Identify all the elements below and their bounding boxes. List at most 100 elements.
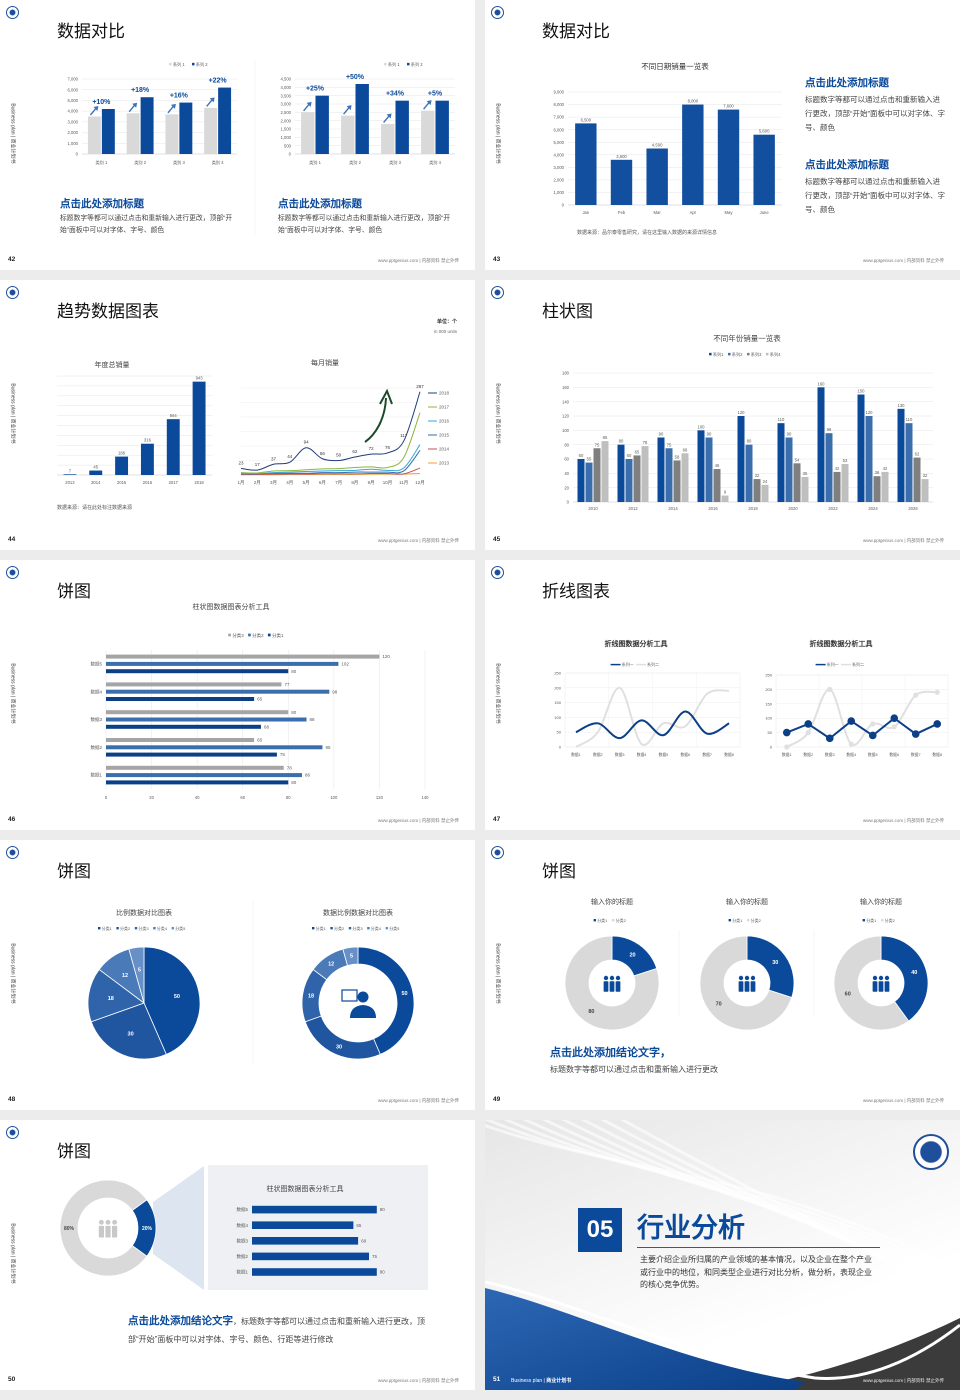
- bar: [873, 476, 881, 502]
- data-point: [827, 686, 833, 692]
- y-tick-label: 180: [562, 371, 570, 376]
- legend-label: 分类3: [352, 925, 363, 931]
- legend-swatch: [116, 927, 119, 930]
- data-label: 78: [287, 765, 293, 770]
- data-label: 58: [675, 454, 680, 459]
- growth-arrow-icon: [167, 103, 176, 114]
- series-line: [240, 391, 421, 471]
- page-number: 49: [493, 1096, 501, 1103]
- bar: [435, 100, 449, 154]
- data-point: [804, 720, 813, 728]
- bar: [801, 476, 809, 502]
- bar: [761, 484, 769, 502]
- person-body: [609, 980, 615, 993]
- x-tick-label: June: [760, 210, 770, 215]
- x-tick-label: 2015: [117, 480, 127, 485]
- slide-50[interactable]: Business plan | 商业计划书 饼图 20% 80% 柱状图数据图表分析…: [0, 1120, 475, 1390]
- bar: [106, 710, 289, 715]
- y-tick-label: 1,000: [281, 135, 292, 140]
- slide-48[interactable]: Business plan | 商业计划书 饼图 比例数据对比图表 分类1 分类2 分…: [0, 840, 475, 1110]
- slide-47[interactable]: Business plan | 商业计划书 折线图表 折线图数据分析工具 系列一系…: [485, 560, 960, 830]
- bar-chart: 不同日期销量一览表 0 1,000 2,000 3,000 4,000 5,000 6,000…: [554, 61, 782, 215]
- data-label: 95: [325, 745, 331, 750]
- slice-label: 60: [845, 992, 851, 998]
- bar: [817, 387, 825, 502]
- bar: [341, 115, 355, 154]
- bar: [881, 471, 889, 502]
- legend-swatch: [248, 633, 251, 637]
- data-point: [805, 730, 811, 736]
- bar: [395, 100, 409, 154]
- data-label: 65: [356, 1223, 362, 1228]
- university-logo-icon: [6, 846, 19, 859]
- legend-swatch: [765, 352, 769, 356]
- bar: [140, 443, 154, 475]
- data-label: 943: [196, 376, 204, 381]
- person-body: [884, 980, 890, 993]
- legend-swatch: [385, 927, 388, 930]
- slide-42[interactable]: Business plan | 商业计划书 数据对比 0 1,000 2,000 3,…: [0, 0, 475, 270]
- series-line: [575, 686, 730, 748]
- y-tick-label: 7,000: [68, 77, 79, 82]
- series-line: [241, 473, 421, 476]
- slice-label: 40: [911, 970, 917, 976]
- legend-swatch: [881, 919, 884, 922]
- legend-label: 分类2: [885, 917, 896, 923]
- growth-label: +16%: [170, 93, 189, 100]
- data-label: 75: [595, 442, 600, 447]
- growth-arrow-icon: [206, 97, 215, 107]
- bar: [657, 437, 665, 502]
- y-tick-label: 2,000: [281, 118, 292, 123]
- data-label: 62: [915, 452, 920, 457]
- bar: [921, 479, 929, 502]
- person-head: [112, 1219, 118, 1225]
- x-tick-label: 类别 4: [429, 159, 442, 166]
- data-label: 68: [264, 724, 270, 729]
- footer-text: www.pptgenius.com | 内部资料 禁止外传: [378, 538, 459, 543]
- x-tick-label: 数据4: [637, 752, 647, 757]
- slide-44[interactable]: Business plan | 商业计划书 趋势数据图表 单位：个 in 000…: [0, 280, 475, 550]
- legend-swatch: [169, 62, 172, 66]
- legend-label: 系列一: [622, 661, 634, 667]
- data-label: 78: [643, 440, 648, 445]
- slide-49[interactable]: Business plan | 商业计划书 饼图 输入你的标题 分类1 分类2 20 8…: [485, 840, 960, 1110]
- slide-43[interactable]: Business plan | 商业计划书 数据对比 不同日期销量一览表 0 1,0…: [485, 0, 960, 270]
- bar-charts: 0 1,000 2,000 3,000 4,000 5,000 6,000 7,000 类别 1…: [68, 60, 455, 235]
- chart-title: 比例数据对比图表: [116, 908, 172, 917]
- data-label: 56: [320, 451, 326, 456]
- x-tick-label: Jan: [582, 210, 589, 215]
- bar: [89, 470, 103, 475]
- y-tick-label: 0: [76, 152, 79, 157]
- x-tick-label: 类别 2: [134, 159, 147, 166]
- legend-swatch: [728, 919, 731, 922]
- bar: [106, 738, 255, 742]
- y-tick-label: 20: [564, 485, 569, 490]
- data-label: 102: [341, 662, 349, 667]
- pie-slice: [59, 1179, 148, 1277]
- y-tick-label: 100: [562, 428, 570, 433]
- data-label: 8,000: [688, 99, 699, 104]
- data-label: 80: [291, 669, 297, 674]
- footer-text: www.pptgenius.com | 内部资料 禁止外传: [863, 1098, 944, 1103]
- data-label: 77: [284, 682, 290, 687]
- bar: [785, 437, 793, 502]
- slide-46[interactable]: Business plan | 商业计划书 饼图 柱状图数据图表分析工具 分类3 分…: [0, 560, 475, 830]
- pie-slice: [342, 946, 359, 966]
- legend-swatch: [407, 62, 410, 66]
- data-label: 44: [287, 454, 293, 459]
- bar: [753, 479, 761, 502]
- y-tick-label: 2,000: [554, 177, 565, 182]
- y-tick-label: 250: [554, 671, 561, 676]
- x-tick-label: 40: [195, 795, 200, 800]
- blue-wave: [485, 1288, 805, 1390]
- slide-51[interactable]: 05 行业分析 主要介绍企业所归属的产业领域的基本情况，以及企业在整个产业或行业…: [485, 1120, 960, 1390]
- slide-45[interactable]: Business plan | 商业计划书 柱状图 不同年份销量一览表 系列1 系列…: [485, 280, 960, 550]
- data-point: [868, 731, 877, 740]
- bar: [252, 1221, 354, 1229]
- block-body: 标题数字等都可以通过点击和重新输入进行更改，顶部“开始”面板中可以对字体、字号、…: [278, 215, 451, 234]
- x-tick-label: 80: [286, 795, 291, 800]
- person-body: [615, 980, 621, 993]
- legend-label: 2018: [439, 391, 450, 396]
- person-head: [98, 1219, 104, 1225]
